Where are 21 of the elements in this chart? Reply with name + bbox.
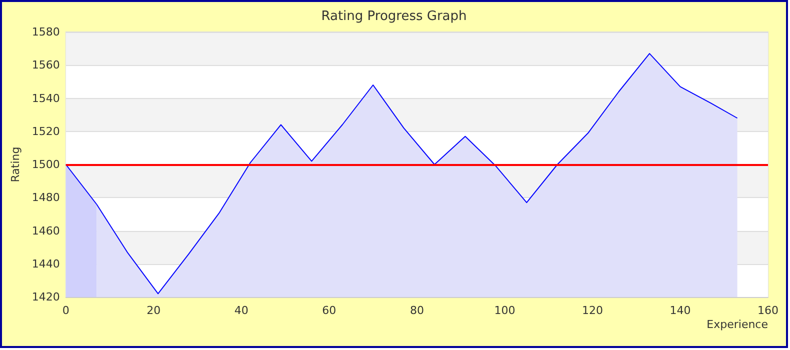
chart-title: Rating Progress Graph [321,9,467,24]
y-tick-label: 1480 [32,191,60,204]
x-tick-label: 160 [758,304,778,317]
x-tick-label: 100 [494,304,516,317]
y-tick-label: 1580 [32,26,60,38]
x-tick-label: 140 [670,304,691,317]
y-tick-label: 1500 [32,158,60,171]
y-tick-label: 1460 [32,224,60,238]
x-tick-label: 60 [322,304,336,317]
x-tick-label: 40 [234,304,248,317]
y-tick-label: 1540 [32,92,60,105]
x-tick-label: 20 [146,304,161,317]
x-tick-label: 80 [410,304,424,317]
y-tick-label: 1420 [32,290,60,304]
y-tick-label: 1520 [32,124,60,138]
x-tick-label: 0 [62,304,70,317]
y-axis-title: Rating [9,146,22,182]
x-tick-label: 120 [582,304,603,317]
x-axis-title: Experience [706,318,768,331]
y-tick-label: 1560 [32,58,60,72]
y-tick-label: 1440 [32,257,60,270]
